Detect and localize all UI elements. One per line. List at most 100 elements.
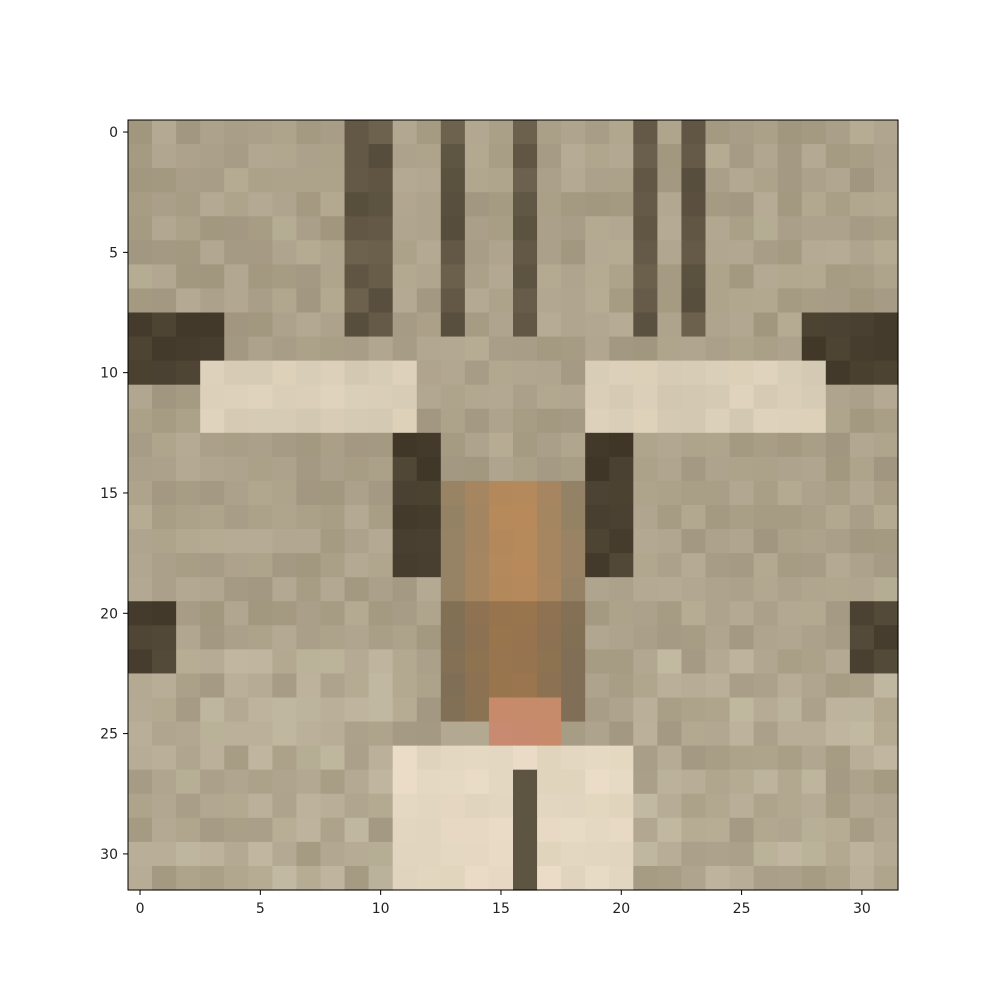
pixel (488, 336, 514, 362)
pixel (729, 841, 755, 867)
pixel (200, 288, 225, 314)
pixel (440, 529, 466, 554)
pixel (344, 480, 370, 506)
pixel (849, 745, 875, 771)
pixel (176, 553, 201, 578)
pixel (392, 264, 418, 290)
pixel (825, 769, 851, 795)
pixel (561, 553, 586, 578)
pixel (392, 841, 418, 867)
pixel (777, 697, 803, 723)
pixel (440, 865, 466, 891)
pixel (320, 120, 346, 145)
pixel (801, 216, 827, 241)
pixel (368, 432, 394, 458)
pixel (440, 408, 466, 434)
pixel (657, 721, 683, 747)
pixel (681, 144, 707, 169)
pixel (248, 480, 273, 506)
pixel (585, 529, 610, 554)
pixel (801, 697, 827, 723)
pixel (537, 480, 562, 506)
pixel (488, 384, 514, 410)
pixel (801, 360, 827, 386)
pixel (488, 360, 514, 386)
pixel (416, 529, 442, 554)
pixel (344, 384, 370, 410)
pixel (801, 793, 827, 819)
pixel (513, 673, 538, 699)
pixel (801, 240, 827, 265)
pixel (368, 240, 394, 265)
pixel (513, 841, 538, 867)
pixel (320, 456, 346, 482)
pixel (296, 336, 322, 362)
pixel (152, 649, 177, 675)
pixel (849, 456, 875, 482)
pixel (705, 697, 731, 723)
pixel (777, 264, 803, 290)
pixel (128, 577, 153, 602)
pixel (537, 288, 562, 314)
pixel (585, 216, 610, 241)
pixel (368, 793, 394, 819)
pixel (849, 529, 875, 554)
pixel (272, 841, 298, 867)
pixel (849, 841, 875, 867)
pixel (392, 120, 418, 145)
pixel (585, 288, 610, 314)
pixel (248, 817, 273, 843)
pixel (825, 120, 851, 145)
pixel (272, 240, 298, 265)
pixel (801, 384, 827, 410)
pixel (176, 793, 201, 819)
pixel (537, 529, 562, 554)
pixel (609, 529, 634, 554)
pixel (272, 697, 298, 723)
pixel (777, 480, 803, 506)
pixel (753, 384, 779, 410)
pixel (753, 480, 779, 506)
pixel (561, 168, 586, 193)
pixel (561, 577, 586, 602)
pixel (392, 192, 418, 217)
pixel (513, 865, 538, 891)
pixel (849, 312, 875, 338)
pixel (609, 408, 634, 434)
pixel (705, 336, 731, 362)
pixel (633, 408, 658, 434)
pixel (681, 793, 707, 819)
pixel (344, 625, 370, 650)
pixel (705, 529, 731, 554)
pixel (416, 505, 442, 530)
pixel (176, 312, 201, 338)
pixel (272, 312, 298, 338)
pixel (729, 360, 755, 386)
pixel (368, 408, 394, 434)
pixel (561, 240, 586, 265)
pixel (272, 577, 298, 602)
pixel (513, 601, 538, 626)
pixel (440, 432, 466, 458)
pixel (440, 505, 466, 530)
pixel (392, 553, 418, 578)
pixel (488, 673, 514, 699)
pixel (873, 456, 899, 482)
pixel (873, 384, 899, 410)
pixel (272, 601, 298, 626)
pixel (585, 144, 610, 169)
pixel (681, 577, 707, 602)
pixel (128, 192, 153, 217)
pixel (801, 168, 827, 193)
pixel (320, 480, 346, 506)
pixel (825, 432, 851, 458)
pixel (344, 456, 370, 482)
pixel (849, 264, 875, 290)
pixel (585, 168, 610, 193)
pixel (200, 312, 225, 338)
pixel (561, 120, 586, 145)
pixel (585, 384, 610, 410)
pixel (152, 553, 177, 578)
pixel (753, 192, 779, 217)
pixel (705, 745, 731, 771)
